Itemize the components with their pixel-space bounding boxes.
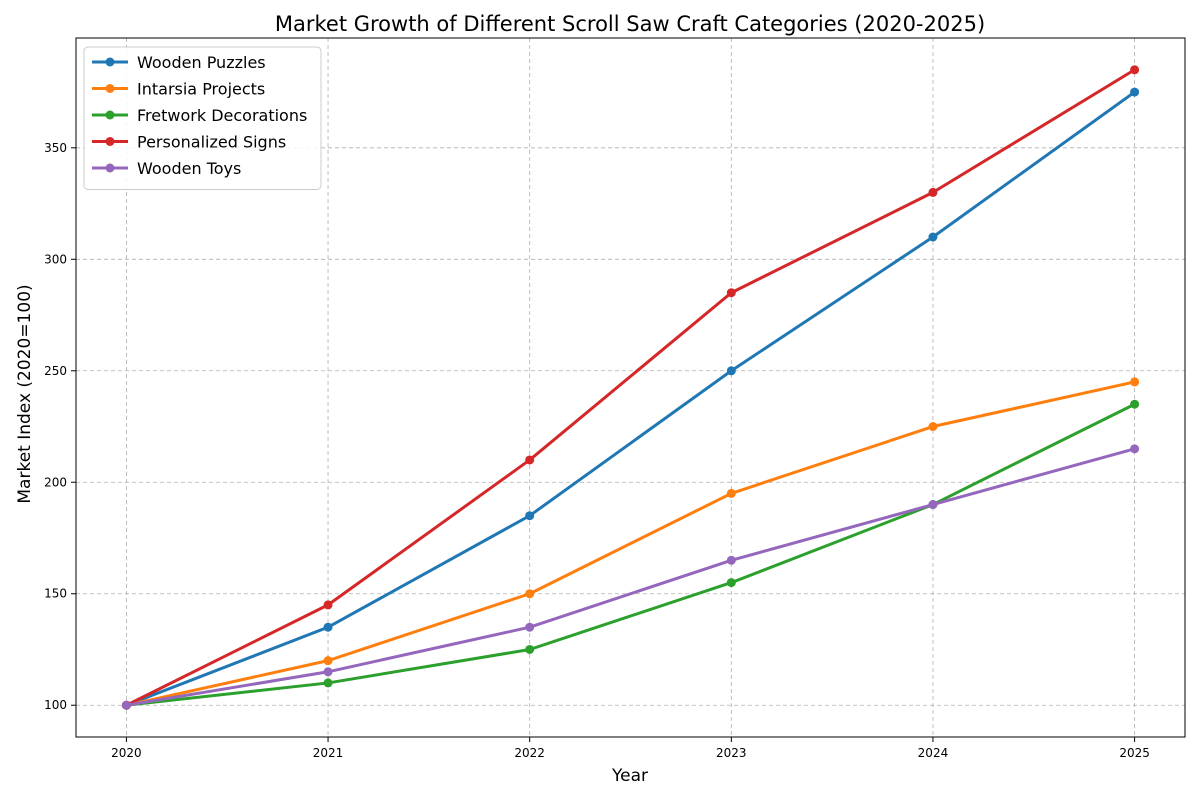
data-point-personalized-signs [726,288,736,298]
x-tick-label: 2021 [313,746,344,760]
data-point-fretwork-decorations [726,578,736,588]
legend-label: Fretwork Decorations [137,106,307,125]
legend-marker [105,137,115,146]
legend-entry: Personalized Signs [92,133,286,152]
data-point-wooden-toys [121,700,131,710]
y-axis-label: Market Index (2020=100) [15,284,35,503]
legend-label: Wooden Puzzles [137,53,266,72]
data-point-personalized-signs [323,600,333,610]
data-point-wooden-puzzles [1130,87,1140,97]
legend-entry: Intarsia Projects [92,80,265,99]
data-point-intarsia-projects [323,656,333,666]
x-tick-label: 2023 [716,746,747,760]
legend: Wooden Puzzles Intarsia Projects Fretwork … [83,46,322,190]
plot-frame [75,37,1186,738]
series-line-fretwork-decorations [124,402,1137,707]
legend-label: Intarsia Projects [137,80,265,99]
series-wooden-toys [121,444,1140,710]
data-point-wooden-puzzles [726,366,736,376]
legend-marker [105,163,115,173]
x-tick-label: 2025 [1119,746,1150,760]
data-point-wooden-puzzles [525,511,535,521]
x-axis-label: Year [611,766,648,786]
series-line-intarsia-projects [124,380,1137,707]
x-tick-label: 2020 [111,746,142,760]
legend-entry: Wooden Toys [92,159,241,178]
y-tick-label: 300 [44,252,67,266]
data-point-wooden-toys [1130,444,1140,454]
y-tick-label: 250 [44,364,67,378]
data-point-personalized-signs [1130,65,1140,75]
legend-label: Personalized Signs [137,133,286,152]
series-line-wooden-toys [124,447,1137,707]
legend-label: Wooden Toys [137,159,241,178]
data-point-intarsia-projects [726,488,736,498]
data-point-personalized-signs [525,455,535,465]
data-point-fretwork-decorations [525,644,535,654]
series-line-wooden-puzzles [124,90,1137,707]
legend-box [83,46,322,190]
legend-entry: Fretwork Decorations [92,106,307,125]
y-tick-label: 200 [44,475,67,489]
x-tick-label: 2022 [514,746,545,760]
data-point-fretwork-decorations [323,678,333,688]
legend-marker [105,84,115,93]
y-tick-label: 150 [44,587,67,601]
x-tick-label: 2024 [918,746,949,760]
data-point-wooden-toys [323,667,333,677]
data-point-wooden-puzzles [928,232,938,242]
legend-marker [105,57,115,67]
data-point-fretwork-decorations [1130,399,1140,409]
axis-ticks: 2020 2021 2022 2023 2024 2025 100 150 200 250 300 3… [44,141,1150,760]
chart-title: Market Growth of Different Scroll Saw Cr… [275,12,985,36]
data-point-intarsia-projects [525,589,535,599]
data-point-personalized-signs [928,187,938,197]
data-point-wooden-toys [928,500,938,510]
data-point-wooden-toys [525,622,535,632]
y-tick-label: 350 [44,141,67,155]
series-line-personalized-signs [124,68,1137,707]
series-group [121,65,1140,710]
data-point-intarsia-projects [928,422,938,432]
data-point-wooden-puzzles [323,622,333,632]
legend-entry: Wooden Puzzles [92,53,266,72]
data-point-wooden-toys [726,555,736,565]
y-tick-label: 100 [44,698,67,712]
data-point-intarsia-projects [1130,377,1140,387]
legend-marker [105,110,115,120]
